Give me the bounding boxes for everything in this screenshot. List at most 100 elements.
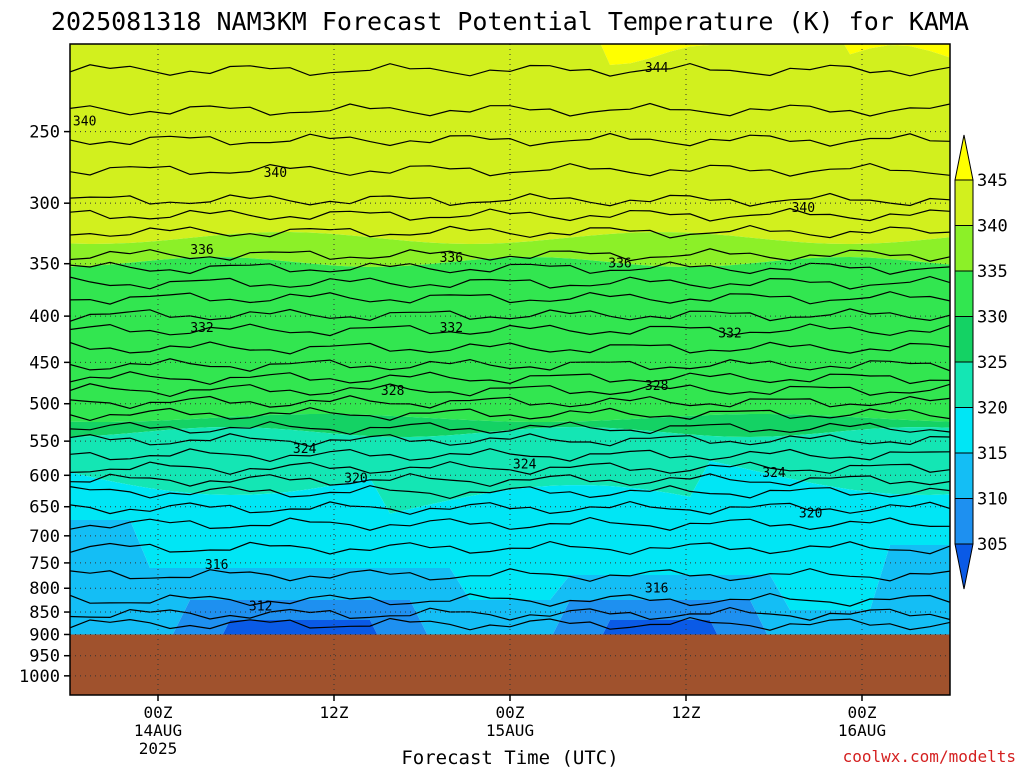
contour-line: [70, 102, 950, 117]
contour-line: [70, 421, 950, 435]
contour-label: 324: [513, 457, 537, 472]
contour-label: 324: [293, 442, 317, 457]
contour-line: [70, 323, 950, 337]
color-band: [70, 44, 950, 244]
x-tick-label: 2025: [139, 739, 178, 758]
contour-label: 336: [440, 251, 463, 266]
contour-label: 328: [381, 384, 404, 399]
contour-line: [70, 291, 950, 305]
contour-line: [70, 358, 950, 372]
contour-line: [70, 132, 950, 147]
x-axis-label: Forecast Time (UTC): [401, 747, 618, 768]
contour-line: [70, 192, 950, 207]
contour-label: 320: [344, 471, 367, 486]
contour-line: [70, 500, 950, 515]
colorbar-swatch: [954, 452, 974, 499]
contour-line: [70, 248, 950, 262]
colorbar-label: 305: [977, 535, 1008, 555]
contour-label: 332: [440, 321, 463, 336]
y-tick-label: 650: [29, 498, 60, 518]
y-tick-label: 750: [29, 554, 60, 574]
contour-line: [70, 275, 950, 290]
colorbar-label: 330: [977, 308, 1008, 328]
y-tick-label: 400: [29, 307, 60, 327]
contour-label: 312: [249, 600, 272, 615]
colorbar-label: 310: [977, 490, 1008, 510]
colorbar-label: 320: [977, 399, 1008, 419]
x-tick-label: 12Z: [672, 703, 701, 722]
y-tick-label: 900: [29, 625, 60, 645]
x-tick-label: 14AUG: [134, 721, 182, 740]
y-tick-label: 300: [29, 194, 60, 214]
contour-line: [70, 308, 950, 322]
contour-label: 340: [73, 114, 96, 129]
y-tick-label: 700: [29, 527, 60, 547]
contour-label: 332: [718, 326, 741, 341]
contour-label: 316: [645, 581, 668, 596]
contour-line: [70, 540, 950, 555]
y-tick-label: 350: [29, 255, 60, 275]
colorbar-swatch: [954, 361, 974, 408]
y-tick-label: 950: [29, 647, 60, 667]
colorbar-label: 340: [977, 217, 1008, 237]
contour-line: [70, 207, 950, 222]
colorbar-label: 335: [977, 262, 1008, 282]
colorbar-label: 345: [977, 171, 1008, 191]
contour-line: [70, 592, 950, 607]
color-band: [70, 520, 950, 640]
colorbar-swatch: [954, 498, 974, 545]
contour-line: [70, 62, 950, 77]
contour-line: [70, 395, 950, 410]
colorbar-label: 325: [977, 353, 1008, 373]
colorbar-label: 315: [977, 444, 1008, 464]
contour-line: [70, 162, 950, 177]
chart-title: 2025081318 NAM3KM Forecast Potential Tem…: [51, 7, 969, 36]
color-band: [70, 414, 950, 437]
contour-line: [70, 383, 950, 398]
colorbar-swatch: [954, 316, 974, 363]
x-tick-label: 00Z: [144, 703, 173, 722]
y-tick-label: 550: [29, 432, 60, 452]
y-tick-label: 450: [29, 353, 60, 373]
contour-line: [70, 485, 950, 500]
y-tick-label: 500: [29, 395, 60, 415]
colorbar-top-arrow: [954, 134, 974, 181]
y-tick-label: 250: [29, 123, 60, 143]
y-tick-label: 800: [29, 579, 60, 599]
x-tick-label: 00Z: [848, 703, 877, 722]
y-tick-label: 1000: [19, 667, 60, 687]
contour-line: [70, 224, 950, 239]
y-axis: 2503003504004505005506006507007508008509…: [19, 123, 70, 687]
x-tick-label: 00Z: [496, 703, 525, 722]
x-tick-label: 15AUG: [486, 721, 534, 740]
contour-label: 328: [645, 379, 668, 394]
contour-line: [70, 341, 950, 355]
grid-lines: [70, 44, 950, 695]
contour-label: 340: [264, 166, 287, 181]
contour-label: 332: [190, 321, 213, 336]
plot-area: 344 340 340 340 336 336 336 332 332 332 328 328 324 3…: [70, 44, 950, 695]
x-tick-label: 16AUG: [838, 721, 886, 740]
credit-text: coolwx.com/modelts: [843, 747, 1016, 766]
contour-label: 344: [645, 61, 669, 76]
colorbar-swatch: [954, 407, 974, 454]
x-tick-label: 12Z: [320, 703, 349, 722]
contour-line: [70, 616, 950, 631]
contour-label: 336: [608, 257, 631, 272]
contour-line: [70, 568, 950, 582]
colorbar: 305 310 315 320 325 330 335 340 345: [954, 134, 1008, 590]
contour-label: 340: [792, 201, 815, 216]
y-tick-label: 600: [29, 466, 60, 486]
colorbar-swatch: [954, 225, 974, 272]
contour-line: [70, 371, 950, 385]
color-band: [600, 44, 950, 65]
contour-label: 320: [799, 507, 822, 522]
contour-label: 336: [190, 243, 213, 258]
y-tick-label: 850: [29, 603, 60, 623]
contour-label: 316: [205, 558, 228, 573]
colorbar-swatch: [954, 179, 974, 226]
colorbar-swatch: [954, 270, 974, 317]
contour-label: 324: [762, 466, 786, 481]
